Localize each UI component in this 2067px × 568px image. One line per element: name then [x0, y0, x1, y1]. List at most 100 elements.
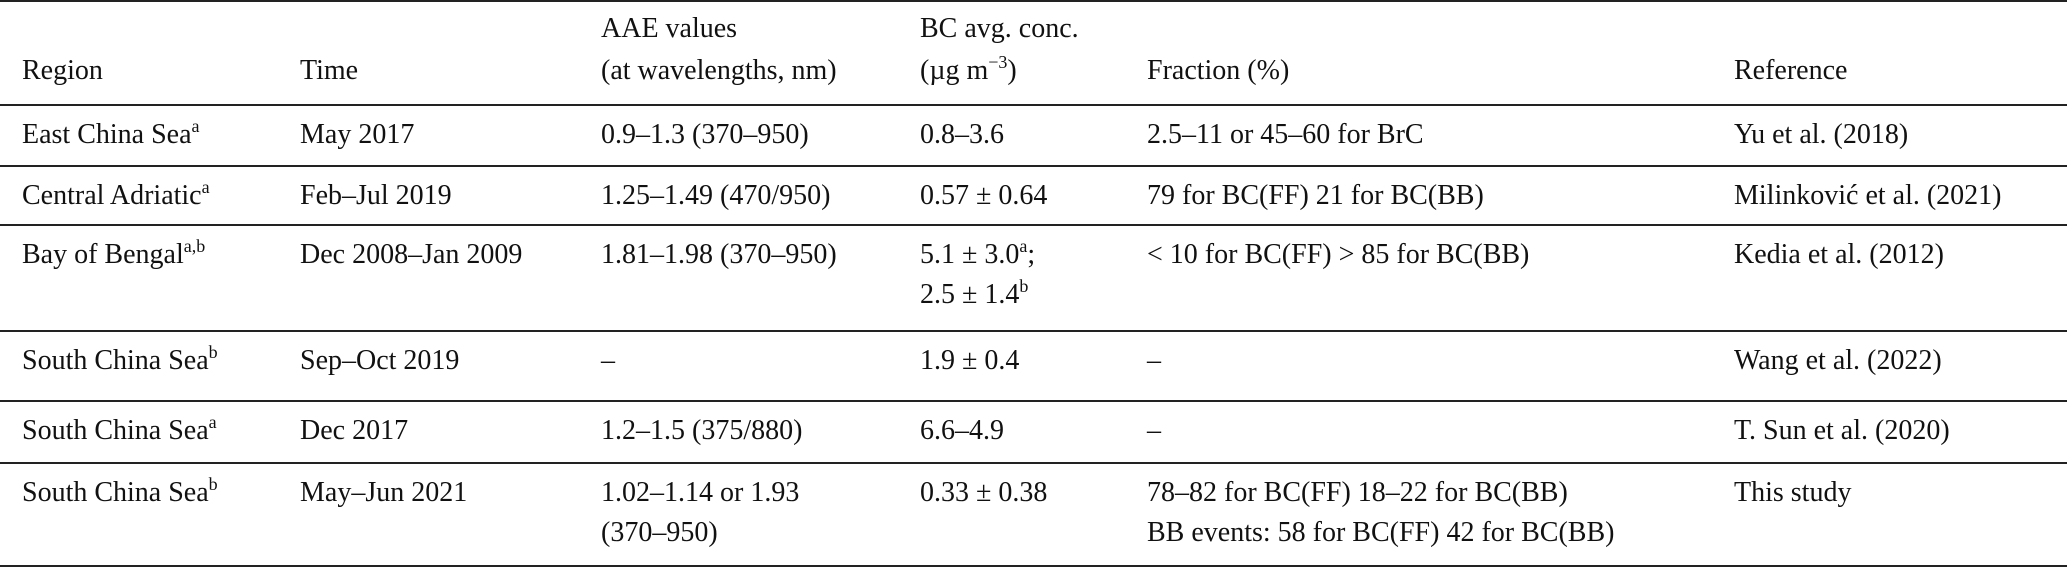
cell-text: Reference	[1734, 55, 1848, 86]
table-cell: –	[1147, 411, 1161, 451]
table-cell: South China Seaa	[22, 411, 217, 453]
table-cell: 1.81–1.98 (370–950)	[601, 235, 837, 275]
table-rule	[0, 104, 2067, 106]
table-cell: South China Seab	[22, 473, 218, 515]
cell-text: South China Sea	[22, 415, 209, 446]
table-cell: Wang et al. (2022)	[1734, 341, 1942, 381]
table-cell: May–Jun 2021	[300, 473, 467, 513]
cell-text: Yu et al. (2018)	[1734, 119, 1909, 150]
table-cell: 1.25–1.49 (470/950)	[601, 176, 830, 216]
table-cell: 78–82 for BC(FF) 18–22 for BC(BB)	[1147, 473, 1568, 513]
table-cell: East China Seaa	[22, 115, 200, 157]
header-cell: Region	[22, 51, 103, 91]
cell-text: –	[1147, 415, 1161, 446]
table-cell: BB events: 58 for BC(FF) 42 for BC(BB)	[1147, 513, 1614, 553]
cell-text: –	[1147, 345, 1161, 376]
table-cell: 1.9 ± 0.4	[920, 341, 1019, 381]
cell-text: T. Sun et al. (2020)	[1734, 415, 1950, 446]
cell-text: 5.1 ± 3.0	[920, 239, 1020, 270]
table-cell: (370–950)	[601, 513, 718, 553]
cell-text: South China Sea	[22, 477, 209, 508]
table-rule	[0, 0, 2067, 2]
header-cell: (µg m−3)	[920, 51, 1017, 93]
superscript: a	[201, 177, 210, 197]
table-cell: 79 for BC(FF) 21 for BC(BB)	[1147, 176, 1484, 216]
cell-text: Time	[300, 55, 359, 86]
table-rule	[0, 330, 2067, 332]
cell-text: 1.25–1.49 (470/950)	[601, 180, 831, 211]
cell-text: East China Sea	[22, 119, 192, 150]
table-cell: 0.9–1.3 (370–950)	[601, 115, 809, 155]
header-cell: Fraction (%)	[1147, 51, 1289, 91]
cell-text: ;	[1027, 239, 1036, 270]
table-cell: Feb–Jul 2019	[300, 176, 452, 216]
header-cell: AAE values	[601, 9, 737, 49]
superscript: a	[1019, 236, 1028, 256]
cell-text: South China Sea	[22, 345, 209, 376]
cell-text: 0.9–1.3 (370–950)	[601, 119, 809, 150]
table-cell: 0.33 ± 0.38	[920, 473, 1047, 513]
cell-text: 1.9 ± 0.4	[920, 345, 1020, 376]
table-cell: Dec 2008–Jan 2009	[300, 235, 522, 275]
cell-text: BB events: 58 for BC(FF) 42 for BC(BB)	[1147, 517, 1615, 548]
table-rule	[0, 462, 2067, 464]
superscript: −3	[988, 52, 1008, 72]
cell-text: Region	[22, 55, 103, 86]
cell-text: Central Adriatic	[22, 180, 202, 211]
table-cell: Bay of Bengala,b	[22, 235, 205, 277]
cell-text: 2.5 ± 1.4	[920, 279, 1020, 310]
cell-text: Fraction (%)	[1147, 55, 1290, 86]
cell-text: < 10 for BC(FF) > 85 for BC(BB)	[1147, 239, 1530, 270]
table-cell: 1.02–1.14 or 1.93	[601, 473, 799, 513]
superscript: b	[1019, 276, 1029, 296]
table-rule	[0, 400, 2067, 402]
table-cell: This study	[1734, 473, 1851, 513]
cell-text: )	[1007, 55, 1017, 86]
cell-text: BC avg. conc.	[920, 13, 1079, 44]
table-rule	[0, 224, 2067, 226]
header-cell: (at wavelengths, nm)	[601, 51, 837, 91]
table-rule	[0, 565, 2067, 567]
cell-text: 1.2–1.5 (375/880)	[601, 415, 803, 446]
cell-text: Dec 2008–Jan 2009	[300, 239, 523, 270]
table-rule	[0, 165, 2067, 167]
cell-text: 2.5–11 or 45–60 for BrC	[1147, 119, 1424, 150]
cell-text: Kedia et al. (2012)	[1734, 239, 1944, 270]
superscript: a	[208, 412, 217, 432]
cell-text: May 2017	[300, 119, 415, 150]
cell-text: Bay of Bengal	[22, 239, 184, 270]
table-cell: 0.8–3.6	[920, 115, 1004, 155]
header-cell: Time	[300, 51, 358, 91]
superscript: a	[191, 116, 200, 136]
cell-text: (µg m	[920, 55, 989, 86]
table-cell: Central Adriatica	[22, 176, 210, 218]
table-cell: Sep–Oct 2019	[300, 341, 459, 381]
cell-text: Milinković et al. (2021)	[1734, 180, 2002, 211]
table-cell: 6.6–4.9	[920, 411, 1004, 451]
table-cell: Milinković et al. (2021)	[1734, 176, 2002, 216]
table-cell: 2.5–11 or 45–60 for BrC	[1147, 115, 1424, 155]
cell-text: Dec 2017	[300, 415, 409, 446]
cell-text: 0.8–3.6	[920, 119, 1004, 150]
cell-text: May–Jun 2021	[300, 477, 468, 508]
table-cell: –	[1147, 341, 1161, 381]
cell-text: 1.02–1.14 or 1.93	[601, 477, 800, 508]
header-cell: BC avg. conc.	[920, 9, 1079, 49]
cell-text: This study	[1734, 477, 1852, 508]
table-cell: T. Sun et al. (2020)	[1734, 411, 1950, 451]
table-cell: 1.2–1.5 (375/880)	[601, 411, 802, 451]
table-cell: < 10 for BC(FF) > 85 for BC(BB)	[1147, 235, 1529, 275]
cell-text: 78–82 for BC(FF) 18–22 for BC(BB)	[1147, 477, 1568, 508]
cell-text: 6.6–4.9	[920, 415, 1004, 446]
superscript: b	[208, 474, 218, 494]
cell-text: 79 for BC(FF) 21 for BC(BB)	[1147, 180, 1484, 211]
table-cell: 5.1 ± 3.0a;	[920, 235, 1035, 277]
cell-text: 1.81–1.98 (370–950)	[601, 239, 837, 270]
table-cell: South China Seab	[22, 341, 218, 383]
table-cell: –	[601, 341, 615, 381]
header-cell: Reference	[1734, 51, 1847, 91]
cell-text: 0.33 ± 0.38	[920, 477, 1048, 508]
table-cell: Yu et al. (2018)	[1734, 115, 1908, 155]
cell-text: –	[601, 345, 615, 376]
